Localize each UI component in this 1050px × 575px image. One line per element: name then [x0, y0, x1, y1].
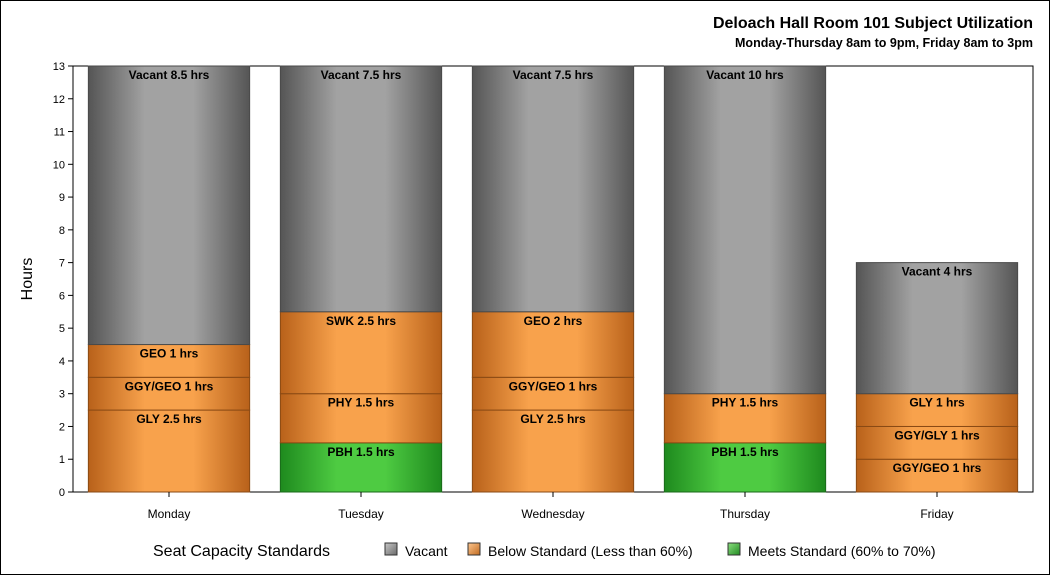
bars: GLY 2.5 hrs GGY/GEO 1 hrs GEO 1 hrs Vacant …: [87, 65, 1019, 493]
y-tick-label: 11: [54, 127, 65, 139]
legend: Seat Capacity Standards Vacant Below Stand…: [153, 542, 936, 560]
y-tick-label: 10: [53, 159, 65, 171]
segment-label: Vacant 7.5 hrs: [321, 68, 402, 82]
segment-label: GLY 2.5 hrs: [136, 412, 202, 426]
y-tick-label: 8: [59, 225, 65, 237]
bar-segment-pbh-1-5-hrs: [663, 442, 827, 493]
bar-segment-ggy-geo-1-hrs: [471, 376, 635, 411]
segment-label: PBH 1.5 hrs: [327, 445, 395, 459]
bar-segment-vacant-4-hrs: [855, 262, 1019, 395]
segment-label: GEO 2 hrs: [524, 314, 583, 328]
bar-thursday: PBH 1.5 hrs PHY 1.5 hrs Vacant 10 hrs: [663, 65, 827, 493]
y-tick-label: 3: [59, 389, 65, 401]
legend-swatch: [727, 542, 741, 556]
legend-label: Vacant: [405, 543, 448, 559]
y-tick-label: 6: [59, 290, 65, 302]
segment-label: GGY/GEO 1 hrs: [125, 379, 214, 393]
bar-segment-vacant-7-5-hrs: [279, 65, 443, 313]
segment-label: Vacant 8.5 hrs: [129, 68, 210, 82]
y-tick-label: 7: [59, 258, 65, 270]
legend-label: Below Standard (Less than 60%): [488, 543, 693, 559]
segment-label: Vacant 10 hrs: [706, 68, 784, 82]
chart-subtitle: Monday-Thursday 8am to 9pm, Friday 8am t…: [735, 36, 1033, 50]
bar-segment-geo-2-hrs: [471, 311, 635, 378]
y-tick-label: 13: [53, 61, 65, 73]
legend-swatch: [384, 542, 398, 556]
y-tick-label: 5: [59, 323, 65, 335]
x-tick-label: Wednesday: [521, 507, 584, 521]
x-tick-label: Friday: [920, 507, 953, 521]
segment-label: GGY/GEO 1 hrs: [509, 379, 598, 393]
bar-wednesday: GLY 2.5 hrs GGY/GEO 1 hrs GEO 2 hrs Vacant …: [471, 65, 635, 493]
legend-title: Seat Capacity Standards: [153, 543, 330, 560]
bar-segment-phy-1-5-hrs: [279, 393, 443, 444]
y-tick-label: 1: [59, 454, 65, 466]
segment-label: Vacant 7.5 hrs: [513, 68, 594, 82]
y-tick-label: 2: [59, 421, 65, 433]
segment-label: GLY 2.5 hrs: [520, 412, 586, 426]
legend-swatch: [467, 542, 481, 556]
segment-label: PHY 1.5 hrs: [328, 396, 395, 410]
bar-segment-vacant-8-5-hrs: [87, 65, 251, 346]
bar-segment-gly-2-5-hrs: [471, 409, 635, 493]
y-tick-label: 12: [53, 94, 65, 106]
legend-label: Meets Standard (60% to 70%): [748, 543, 936, 559]
segment-label: PBH 1.5 hrs: [711, 445, 779, 459]
bar-segment-vacant-7-5-hrs: [471, 65, 635, 313]
segment-label: GGY/GLY 1 hrs: [894, 428, 980, 442]
bar-segment-ggy-gly-1-hrs: [855, 425, 1019, 460]
y-tick-label: 0: [59, 487, 65, 499]
bar-segment-phy-1-5-hrs: [663, 393, 827, 444]
x-tick-label: Monday: [148, 507, 191, 521]
bar-segment-gly-2-5-hrs: [87, 409, 251, 493]
bar-friday: GGY/GEO 1 hrs GGY/GLY 1 hrs GLY 1 hrs Vacan…: [855, 262, 1019, 493]
segment-label: GGY/GEO 1 hrs: [893, 461, 982, 475]
bar-segment-vacant-10-hrs: [663, 65, 827, 395]
segment-label: GLY 1 hrs: [909, 396, 965, 410]
bar-segment-swk-2-5-hrs: [279, 311, 443, 395]
legend-item-meets-standard-60-to-70: Meets Standard (60% to 70%): [727, 542, 936, 559]
bar-monday: GLY 2.5 hrs GGY/GEO 1 hrs GEO 1 hrs Vacant …: [87, 65, 251, 493]
bar-segment-geo-1-hrs: [87, 344, 251, 378]
y-axis-label: Hours: [19, 258, 36, 301]
legend-item-vacant: Vacant: [384, 542, 448, 559]
segment-label: GEO 1 hrs: [140, 347, 199, 361]
y-tick-label: 4: [59, 356, 65, 368]
bar-segment-gly-1-hrs: [855, 393, 1019, 427]
segment-label: Vacant 4 hrs: [902, 265, 973, 279]
legend-item-below-standard-less-than-60: Below Standard (Less than 60%): [467, 542, 693, 559]
segment-label: SWK 2.5 hrs: [326, 314, 396, 328]
bar-tuesday: PBH 1.5 hrs PHY 1.5 hrs SWK 2.5 hrs Vacant …: [279, 65, 443, 493]
chart-title: Deloach Hall Room 101 Subject Utilizatio…: [713, 15, 1033, 32]
y-tick-label: 9: [59, 192, 65, 204]
x-tick-label: Tuesday: [338, 507, 384, 521]
segment-label: PHY 1.5 hrs: [712, 396, 779, 410]
x-tick-label: Thursday: [720, 507, 770, 521]
